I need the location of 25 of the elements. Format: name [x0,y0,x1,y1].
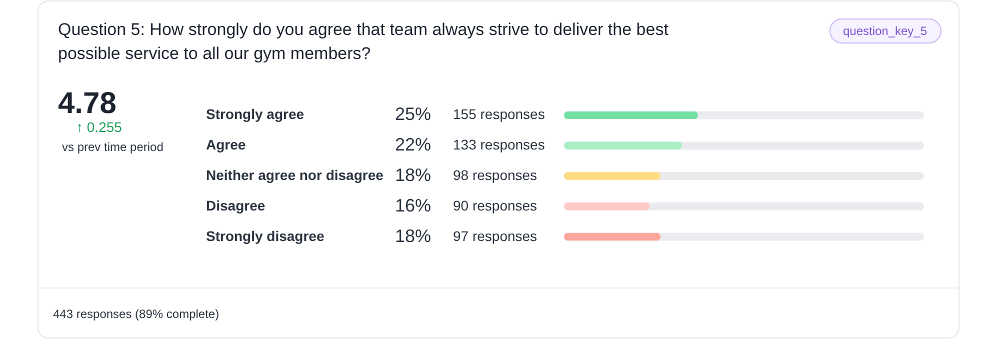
bar [564,202,650,210]
data-label: 16% [394,195,431,216]
text: 98 responses [453,167,538,183]
y-tick-label: Disagree [206,197,266,214]
bar [564,172,660,180]
text: 443 responses (89% complete) [53,307,220,321]
text: 155 responses [453,106,545,122]
text: 4.78 [58,87,116,120]
text: vs prev time period [62,140,164,154]
text: question_key_5 [842,24,928,38]
data-label: 18% [394,165,431,185]
data-label: 25% [394,104,431,124]
text: 90 responses [453,197,538,214]
bar [564,232,660,241]
bar [564,142,682,150]
y-tick-label: Agree [206,136,246,153]
data-label: 22% [394,134,431,155]
data-label: 18% [394,226,431,246]
text: ↑ 0.255 [76,119,122,135]
text: Question 5: How strongly do you agree that team always strive to deliver the best possible service to all our gym members? [58,20,669,63]
text: 97 responses [453,228,538,244]
text: 133 responses [453,136,545,153]
y-tick-label: Strongly disagree [206,228,324,244]
y-tick-label: Neither agree nor disagree [206,167,384,183]
y-tick-label: Strongly agree [206,106,304,122]
